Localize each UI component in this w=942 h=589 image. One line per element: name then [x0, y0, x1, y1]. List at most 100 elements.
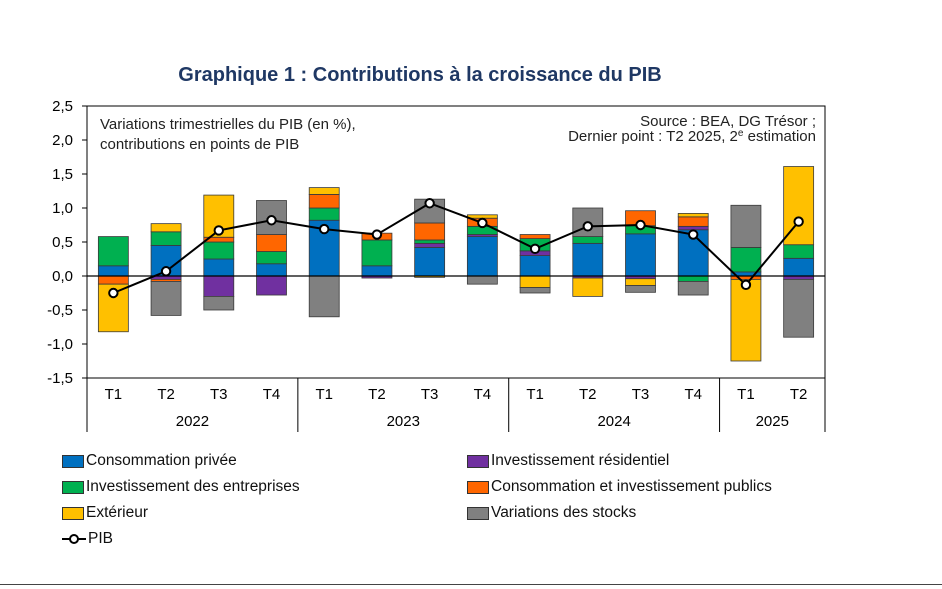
bar-conso: [466, 236, 498, 277]
bar-exterieur: [150, 223, 182, 233]
legend-swatch-conso: [62, 454, 84, 468]
x-tick-label: T3: [421, 386, 439, 403]
chart-area: 2,5 2,0 1,5 1,0 0,5 0,0 -0,5 -1,0 -1,5 T1 T2 T3 T4 T1…: [47, 98, 826, 432]
bar-entreprises: [361, 239, 393, 267]
pib-point: [477, 217, 488, 229]
y-tick-label: 1,0: [52, 200, 73, 217]
bar-entreprises: [730, 247, 762, 273]
bar-conso: [203, 258, 235, 277]
pib-point: [688, 229, 699, 240]
bar-exterieur: [308, 187, 340, 195]
pib-point: [635, 219, 646, 231]
bar-publics: [519, 234, 551, 240]
bar-stocks: [730, 204, 762, 248]
bar-stocks: [783, 278, 815, 338]
bar-entreprises: [308, 207, 340, 221]
legend-item-stocks: Variations des stocks: [467, 504, 636, 522]
legend-item-exterieur: Extérieur: [62, 504, 148, 522]
bar-publics: [308, 193, 340, 209]
x-tick-label: T2: [368, 386, 386, 403]
x-tick-label: T2: [790, 386, 808, 403]
bottom-rule: [0, 584, 942, 585]
note-source: Source : BEA, DG Trésor ;: [640, 113, 816, 130]
pib-line: [112, 202, 800, 294]
bar-entreprises: [783, 244, 815, 259]
x-tick-label: T3: [632, 386, 650, 403]
bar-exterieur: [730, 278, 762, 362]
bar-conso: [414, 247, 446, 277]
bar-resid: [414, 242, 446, 248]
legend-swatch-resid: [467, 454, 489, 468]
x-tick-label: T2: [579, 386, 597, 403]
bar-entreprises: [572, 236, 604, 244]
legend-swatch-stocks: [467, 506, 489, 520]
note-last-point-prefix: Dernier point : T2 2025, 2: [568, 128, 738, 145]
bar-conso: [625, 233, 656, 277]
x-tick-label: T1: [105, 386, 123, 403]
bar-stocks: [150, 281, 182, 316]
bar-conso: [361, 265, 393, 277]
pib-point: [740, 279, 752, 291]
y-tick-label: -1,0: [47, 336, 73, 353]
legend-item-publics: Consommation et investissement publics: [467, 478, 772, 496]
x-tick-label: T4: [474, 386, 492, 403]
y-tick-label: 2,0: [52, 132, 73, 149]
bar-conso: [97, 265, 129, 277]
bar-resid: [203, 275, 235, 297]
note-left-2: contributions en points de PIB: [100, 136, 299, 153]
y-tick-label: -1,5: [47, 370, 73, 387]
pib-point: [582, 221, 593, 232]
y-tick-label: 1,5: [52, 166, 73, 183]
bar-resid: [256, 275, 287, 296]
bar-exterieur: [572, 277, 604, 297]
legend-swatch-publics: [467, 480, 489, 494]
bar-conso: [572, 242, 604, 277]
pib-point: [793, 216, 804, 227]
legend-item-entreprises: Investissement des entreprises: [62, 478, 300, 496]
bar-stocks: [203, 295, 235, 311]
year-label: 2025: [756, 413, 789, 430]
bar-entreprises: [203, 241, 235, 260]
legend-label-stocks: Variations des stocks: [491, 504, 637, 521]
legend-label-exterieur: Extérieur: [86, 504, 149, 521]
y-tick-label: 2,5: [52, 98, 73, 115]
x-tick-label: T3: [210, 386, 228, 403]
legend-item-pib: PIB: [62, 530, 113, 548]
bar-publics: [97, 275, 129, 285]
note-last-point-suffix: estimation: [743, 128, 816, 145]
bar-entreprises: [150, 231, 182, 246]
legend-pib-marker: [62, 534, 86, 544]
bar-conso: [256, 263, 287, 277]
y-tick-label: 0,5: [52, 234, 73, 251]
note-last-point-sup: e: [738, 128, 744, 139]
bar-stocks: [677, 281, 709, 296]
bar-exterieur: [466, 214, 498, 219]
bar-entreprises: [677, 275, 709, 282]
pib-point: [424, 198, 435, 209]
legend-label-pib: PIB: [88, 530, 113, 547]
legend-label-publics: Consommation et investissement publics: [491, 478, 772, 495]
year-label: 2023: [387, 413, 420, 430]
y-tick-label: 0,0: [52, 268, 73, 285]
legend-swatch-exterieur: [62, 506, 84, 520]
bar-conso: [519, 255, 551, 277]
legend-item-resid: Investissement résidentiel: [467, 452, 669, 470]
bar-publics: [256, 234, 287, 252]
pib-point: [371, 229, 383, 240]
x-tick-label: T1: [526, 386, 544, 403]
bar-entreprises: [97, 236, 129, 267]
bar-stocks: [256, 200, 287, 235]
pib-point: [319, 223, 330, 235]
legend-item-conso: Consommation privée: [62, 452, 237, 470]
year-label: 2022: [176, 413, 209, 430]
bar-publics: [414, 222, 446, 241]
x-tick-label: T4: [263, 386, 281, 403]
bar-exterieur: [519, 275, 551, 288]
note-last-point: Dernier point : T2 2025, 2e estimation: [568, 128, 816, 145]
legend-swatch-entreprises: [62, 480, 84, 494]
bar-stocks: [466, 275, 498, 285]
pib-point: [160, 266, 172, 277]
bar-exterieur: [677, 213, 709, 218]
pib-point: [529, 243, 541, 255]
bar-publics: [677, 216, 709, 227]
